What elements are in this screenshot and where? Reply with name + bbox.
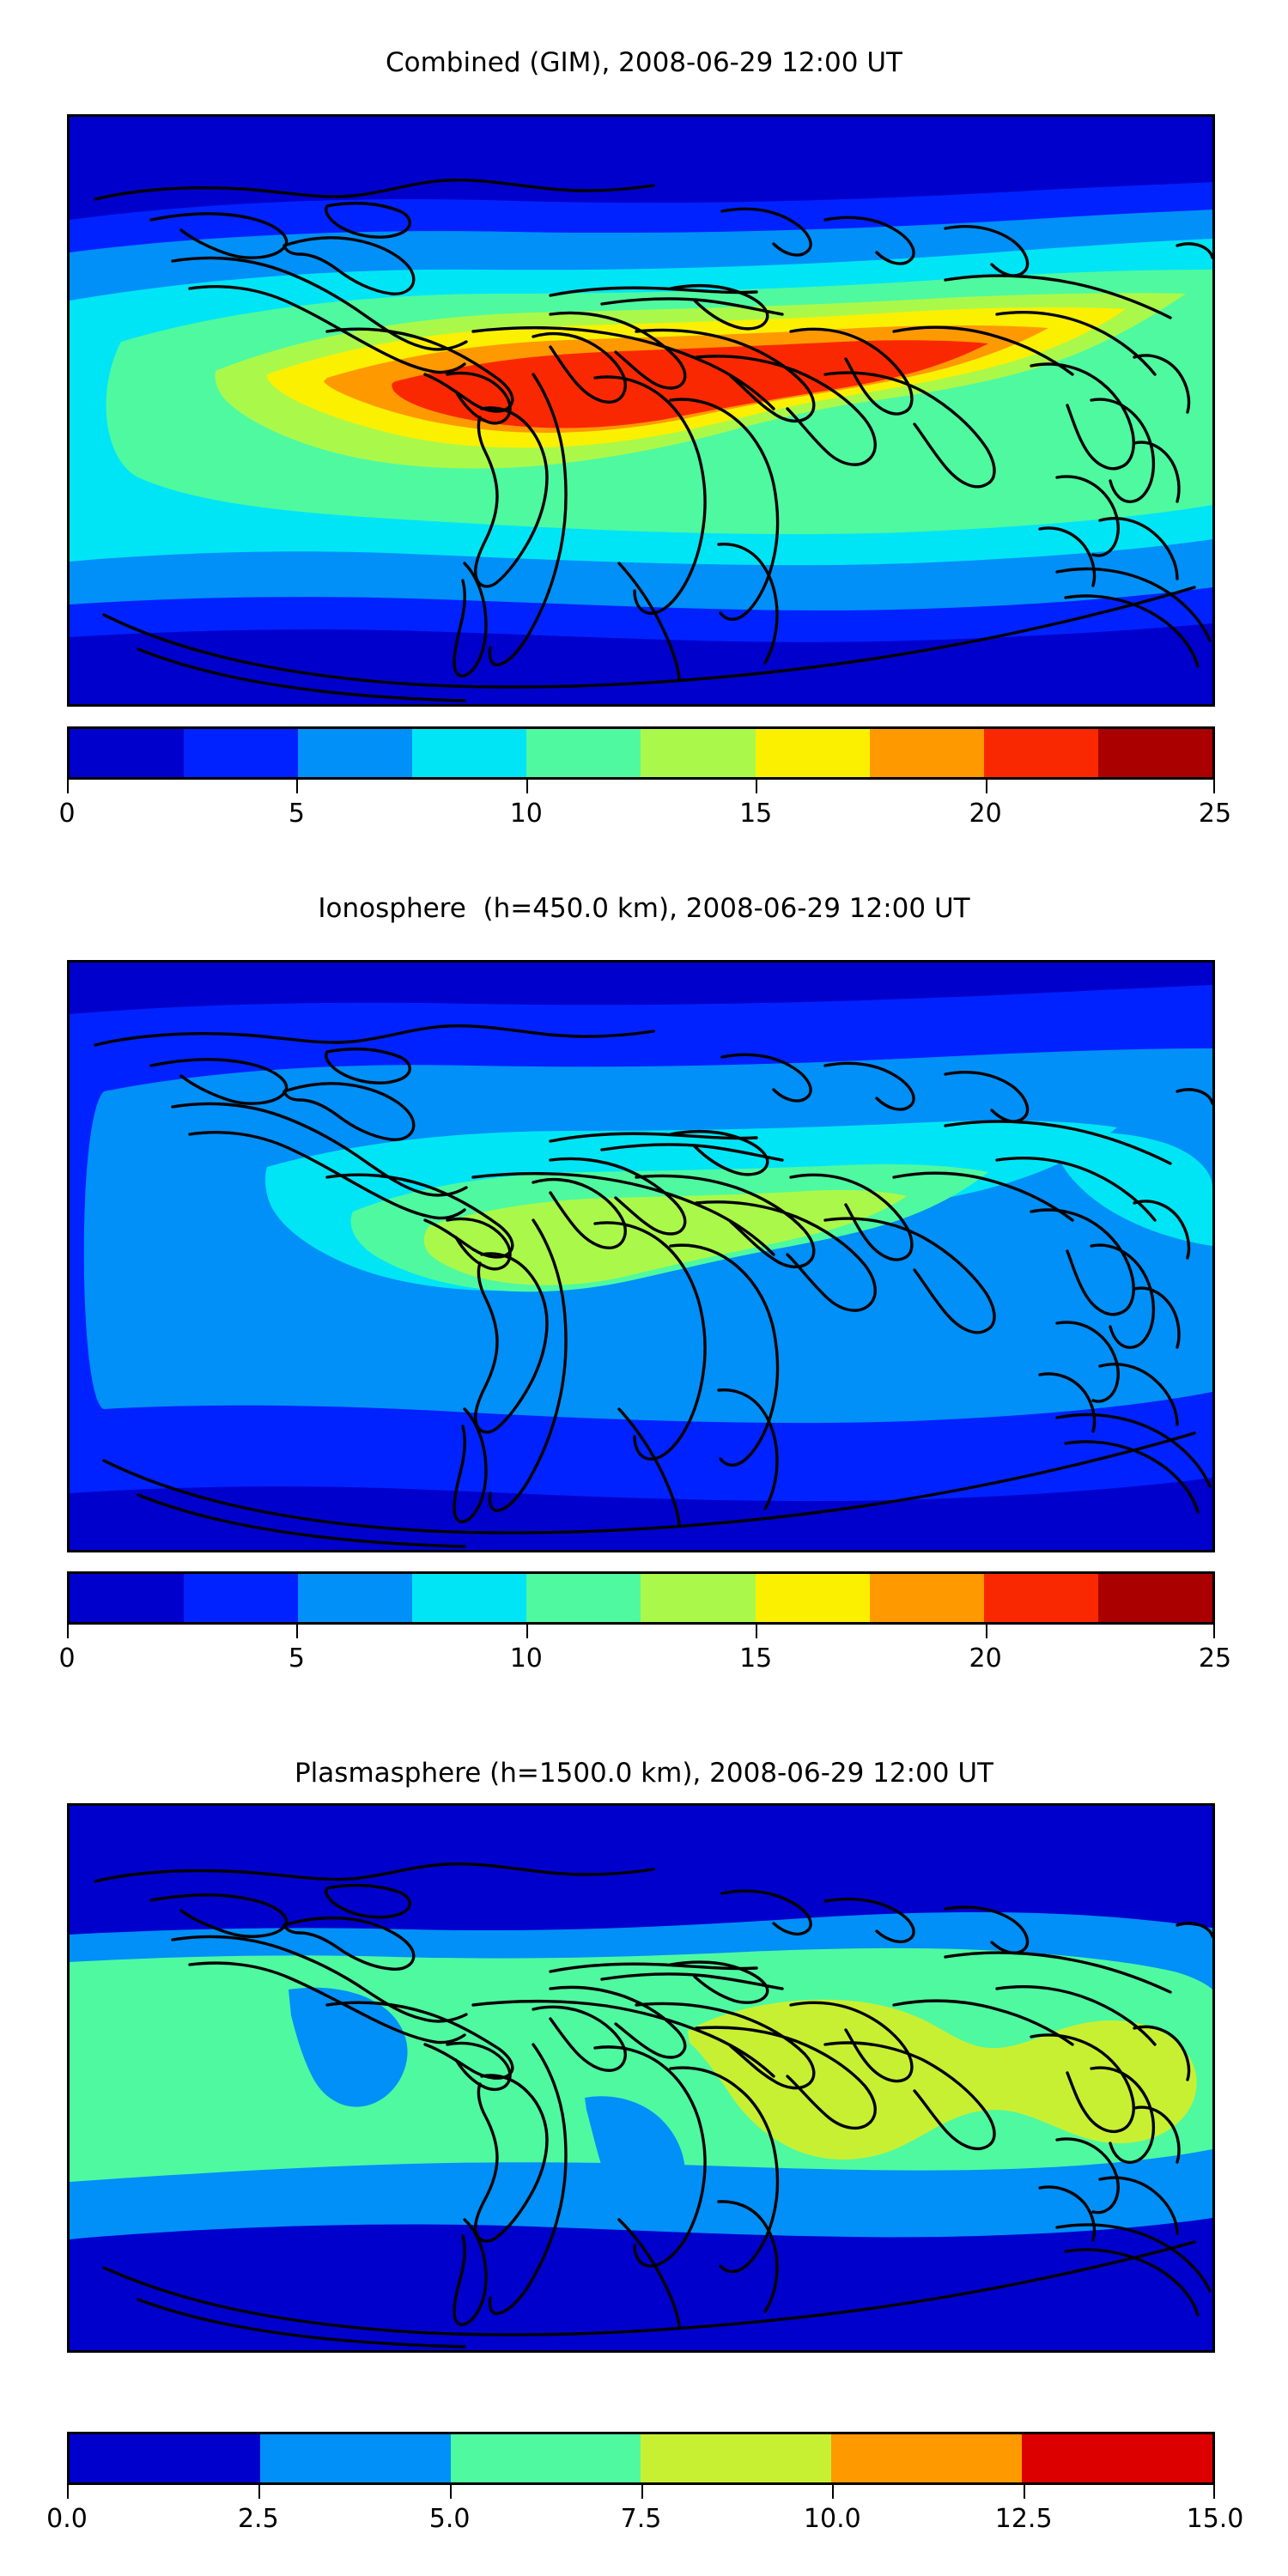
colorbar-ticks-ionosphere	[67, 1625, 1215, 1643]
colorbar-band-2	[450, 2434, 641, 2482]
colorbar-band-0	[70, 2434, 260, 2482]
map-svg-ionosphere-450	[70, 963, 1212, 1550]
colorbar-band-3	[412, 1574, 527, 1622]
colorbar-ticks-plasmasphere	[67, 2485, 1215, 2504]
colorbar-band-2	[298, 729, 413, 777]
colorbar-band-0	[70, 729, 185, 777]
coastlines-plasmasphere	[94, 1862, 1212, 2348]
colorbar-band-8	[983, 1574, 1098, 1622]
colorbar-tick-0	[67, 780, 69, 793]
colorbar-plasmasphere-1500: 0.0 2.5 5.0 7.5 10.0 12.5 15.0	[46, 2432, 1243, 2538]
colorbar-ticklabel-1: 2.5	[237, 2504, 279, 2534]
colorbar-tick-0	[67, 2485, 69, 2499]
colorbar-ticklabel-1: 5	[288, 1643, 305, 1674]
coastlines-combined	[94, 179, 1212, 702]
colorbar-band-5	[641, 1574, 756, 1622]
colorbar-band-9	[1097, 729, 1212, 777]
colorbar-tick-4	[832, 2485, 835, 2499]
colorbar-tick-3	[756, 780, 758, 793]
colorbar-tick-4	[985, 780, 987, 793]
colorbar-tick-3	[756, 1625, 758, 1638]
colorbar-band-6	[755, 1574, 870, 1622]
colorbar-tick-6	[1213, 2485, 1215, 2499]
colorbar-ticklabel-4: 20	[969, 1643, 1002, 1674]
colorbar-band-2	[298, 1574, 413, 1622]
colorbar-strip-ionosphere	[67, 1571, 1215, 1625]
colorbar-ticklabel-3: 15	[739, 799, 773, 829]
map-combined-gim	[67, 114, 1215, 707]
colorbar-tick-5	[1024, 2485, 1026, 2499]
colorbar-ticklabel-0: 0	[58, 1643, 76, 1674]
colorbar-ticklabel-4: 20	[969, 799, 1002, 829]
colorbar-band-3	[641, 2434, 832, 2482]
colorbar-band-4	[526, 1574, 641, 1622]
colorbar-tick-3	[641, 2485, 643, 2499]
colorbar-labels-combined: 0 5 10 15 20 25	[58, 799, 1231, 833]
colorbar-tick-2	[526, 780, 528, 793]
colorbar-band-8	[983, 729, 1098, 777]
contour-fills-ionosphere	[70, 963, 1212, 1550]
colorbar-band-7	[869, 1574, 984, 1622]
colorbar-combined-gim: 0 5 10 15 20 25	[58, 726, 1231, 833]
contour-fills-plasmasphere	[70, 1806, 1212, 2350]
colorbar-ticklabel-3: 15	[739, 1643, 773, 1674]
colorbar-band-3	[412, 729, 527, 777]
colorbar-band-4	[831, 2434, 1023, 2482]
colorbar-ticks-combined	[67, 780, 1215, 799]
colorbar-ticklabel-2: 10	[509, 1643, 543, 1674]
colorbar-ticklabel-1: 5	[288, 799, 305, 829]
colorbar-strip-plasmasphere	[67, 2432, 1215, 2485]
colorbar-tick-4	[985, 1625, 987, 1638]
colorbar-ticklabel-2: 5.0	[428, 2504, 471, 2534]
colorbar-band-7	[869, 729, 984, 777]
colorbar-band-5	[1022, 2434, 1212, 2482]
colorbar-band-1	[184, 1574, 299, 1622]
colorbar-band-5	[641, 729, 756, 777]
colorbar-ticklabel-3: 7.5	[620, 2504, 662, 2534]
coastlines-ionosphere	[94, 1024, 1212, 1548]
colorbar-ticklabel-5: 25	[1198, 1643, 1232, 1674]
contour-fills-combined	[70, 117, 1212, 704]
colorbar-tick-0	[67, 1625, 69, 1638]
colorbar-ionosphere-450: 0 5 10 15 20 25	[58, 1571, 1231, 1678]
colorbar-band-6	[755, 729, 870, 777]
colorbar-tick-1	[296, 780, 299, 793]
colorbar-tick-5	[1213, 780, 1215, 793]
colorbar-band-9	[1097, 1574, 1212, 1622]
colorbar-tick-1	[258, 2485, 260, 2499]
colorbar-band-1	[259, 2434, 451, 2482]
colorbar-ticklabel-0: 0	[58, 799, 76, 829]
panel-title-combined-gim: Combined (GIM), 2008-06-29 12:00 UT	[386, 47, 902, 78]
map-svg-combined-gim	[70, 117, 1212, 704]
map-svg-plasmasphere-1500	[70, 1806, 1212, 2350]
colorbar-ticklabel-5: 25	[1198, 799, 1232, 829]
panel-title-ionosphere-450: Ionosphere (h=450.0 km), 2008-06-29 12:0…	[318, 893, 970, 924]
map-plasmasphere-1500	[67, 1803, 1215, 2353]
colorbar-ticklabel-4: 10.0	[803, 2504, 861, 2534]
colorbar-tick-1	[296, 1625, 299, 1638]
colorbar-tick-5	[1213, 1625, 1215, 1638]
colorbar-band-1	[184, 729, 299, 777]
colorbar-tick-2	[449, 2485, 452, 2499]
colorbar-labels-ionosphere: 0 5 10 15 20 25	[58, 1643, 1231, 1678]
colorbar-ticklabel-2: 10	[509, 799, 543, 829]
colorbar-tick-2	[526, 1625, 528, 1638]
map-ionosphere-450	[67, 960, 1215, 1552]
colorbar-ticklabel-5: 12.5	[994, 2504, 1053, 2534]
panel-title-plasmasphere-1500: Plasmasphere (h=1500.0 km), 2008-06-29 1…	[294, 1758, 993, 1789]
colorbar-band-0	[70, 1574, 185, 1622]
colorbar-ticklabel-0: 0.0	[46, 2504, 88, 2534]
colorbar-ticklabel-6: 15.0	[1186, 2504, 1244, 2534]
colorbar-strip-combined	[67, 726, 1215, 780]
colorbar-labels-plasmasphere: 0.0 2.5 5.0 7.5 10.0 12.5 15.0	[46, 2504, 1243, 2538]
colorbar-band-4	[526, 729, 641, 777]
